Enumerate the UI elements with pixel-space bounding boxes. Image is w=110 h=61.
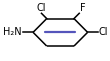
Text: F: F bbox=[80, 3, 85, 13]
Text: Cl: Cl bbox=[37, 3, 46, 13]
Text: Cl: Cl bbox=[99, 27, 108, 37]
Text: H₂N: H₂N bbox=[3, 27, 22, 37]
